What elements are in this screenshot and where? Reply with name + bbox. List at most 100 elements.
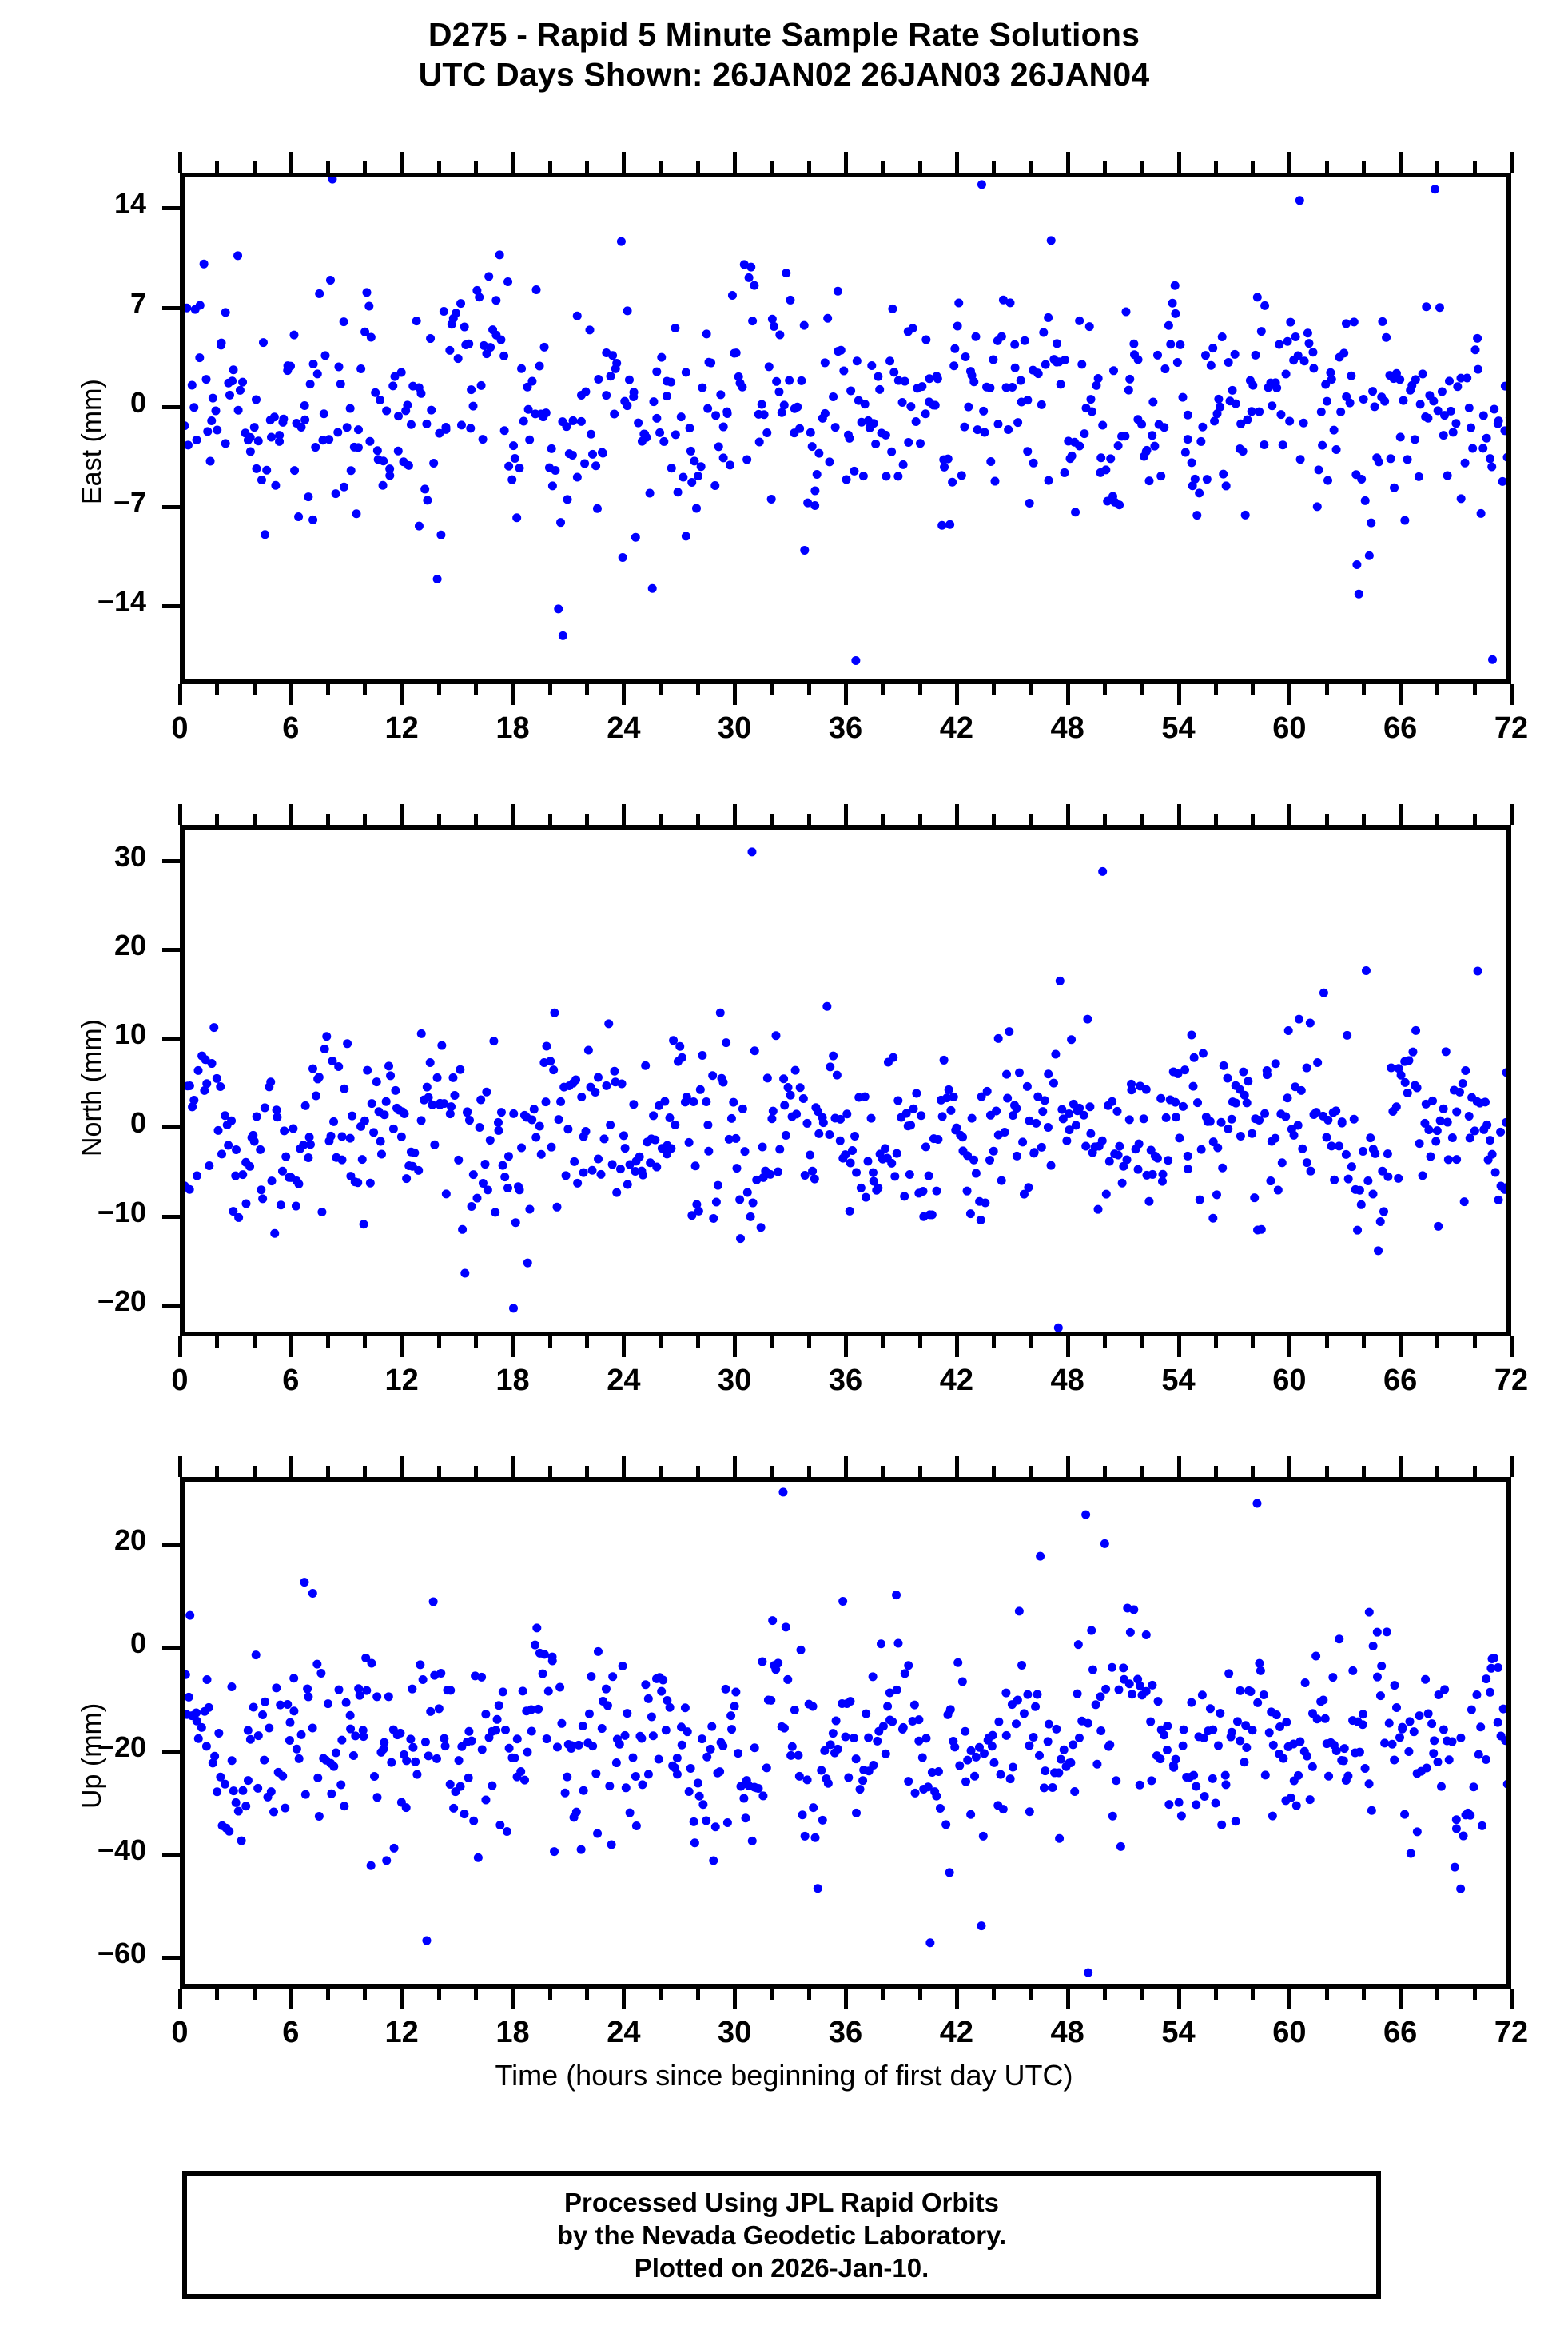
x-major-tick-up: [954, 1989, 959, 2009]
x-major-tick-north: [1176, 1336, 1181, 1357]
x-tick-label-up: 54: [1161, 2016, 1196, 2049]
y-tick-up: [162, 1543, 180, 1547]
x-minor-tick-up: [770, 1989, 774, 2000]
x-minor-tick-east: [992, 684, 997, 695]
x-minor-tick-top-north: [1140, 814, 1144, 825]
x-major-tick-top-east: [1065, 152, 1070, 173]
x-minor-tick-top-up: [363, 1466, 368, 1477]
x-major-tick-east: [1399, 684, 1403, 705]
title-line-2: UTC Days Shown: 26JAN02 26JAN03 26JAN04: [418, 56, 1150, 93]
x-major-tick-up: [511, 1989, 515, 2009]
x-minor-tick-top-east: [1029, 161, 1033, 173]
x-minor-tick-east: [1361, 684, 1366, 695]
x-minor-tick-north: [659, 1336, 663, 1348]
x-major-tick-top-up: [289, 1456, 293, 1477]
x-minor-tick-north: [215, 1336, 220, 1348]
x-minor-tick-top-north: [1213, 814, 1218, 825]
x-major-tick-top-up: [733, 1456, 738, 1477]
x-major-tick-top-east: [1399, 152, 1403, 173]
x-minor-tick-east: [1324, 684, 1329, 695]
x-minor-tick-top-up: [1029, 1466, 1033, 1477]
x-minor-tick-east: [659, 684, 663, 695]
x-minor-tick-top-up: [585, 1466, 590, 1477]
title-line-1: D275 - Rapid 5 Minute Sample Rate Soluti…: [428, 16, 1140, 53]
x-minor-tick-east: [252, 684, 257, 695]
x-tick-label-east: 72: [1494, 711, 1529, 745]
x-major-tick-east: [733, 684, 738, 705]
x-minor-tick-top-up: [326, 1466, 331, 1477]
x-minor-tick-top-up: [1435, 1466, 1440, 1477]
x-minor-tick-top-up: [806, 1466, 811, 1477]
x-major-tick-up: [844, 1989, 848, 2009]
x-minor-tick-top-up: [1213, 1466, 1218, 1477]
x-minor-tick-top-up: [770, 1466, 774, 1477]
x-major-tick-top-north: [844, 804, 848, 825]
x-minor-tick-east: [1102, 684, 1107, 695]
x-minor-tick-east: [917, 684, 922, 695]
x-minor-tick-top-north: [992, 814, 997, 825]
x-major-tick-east: [400, 684, 404, 705]
x-minor-tick-north: [1435, 1336, 1440, 1348]
footer-box: Processed Using JPL Rapid Orbits by the …: [182, 2171, 1381, 2299]
x-minor-tick-top-north: [1472, 814, 1477, 825]
x-minor-tick-up: [436, 1989, 441, 2000]
x-tick-label-up: 48: [1050, 2016, 1084, 2049]
x-minor-tick-top-east: [992, 161, 997, 173]
y-tick-east: [162, 604, 180, 609]
x-major-tick-top-north: [511, 804, 515, 825]
x-major-tick-east: [1065, 684, 1070, 705]
x-tick-label-north: 0: [171, 1364, 189, 1397]
x-tick-label-north: 18: [495, 1364, 530, 1397]
x-minor-tick-top-east: [547, 161, 552, 173]
x-minor-tick-east: [1435, 684, 1440, 695]
x-tick-label-north: 12: [384, 1364, 419, 1397]
x-minor-tick-up: [1251, 1989, 1256, 2000]
y-tick-north: [162, 1214, 180, 1219]
x-minor-tick-top-up: [1251, 1466, 1256, 1477]
x-major-tick-top-east: [178, 152, 182, 173]
x-major-tick-top-north: [1510, 804, 1514, 825]
x-tick-label-east: 48: [1050, 711, 1084, 745]
x-minor-tick-north: [1251, 1336, 1256, 1348]
x-minor-tick-top-up: [252, 1466, 257, 1477]
x-minor-tick-up: [252, 1989, 257, 2000]
x-major-tick-top-east: [1287, 152, 1292, 173]
x-minor-tick-top-north: [474, 814, 479, 825]
x-major-tick-north: [178, 1336, 182, 1357]
x-minor-tick-north: [1102, 1336, 1107, 1348]
x-major-tick-top-up: [1176, 1456, 1181, 1477]
x-minor-tick-east: [881, 684, 885, 695]
x-tick-label-up: 42: [939, 2016, 973, 2049]
x-minor-tick-top-north: [881, 814, 885, 825]
x-major-tick-north: [1287, 1336, 1292, 1357]
y-tick-label-up: −20: [97, 1730, 146, 1763]
x-major-tick-north: [400, 1336, 404, 1357]
x-minor-tick-top-east: [1102, 161, 1107, 173]
x-minor-tick-east: [363, 684, 368, 695]
x-minor-tick-north: [474, 1336, 479, 1348]
x-minor-tick-top-north: [806, 814, 811, 825]
x-tick-label-up: 72: [1494, 2016, 1529, 2049]
footer-line-2: by the Nevada Geodetic Laboratory.: [556, 2220, 1007, 2250]
x-tick-label-up: 24: [607, 2016, 641, 2049]
x-minor-tick-top-up: [474, 1466, 479, 1477]
y-tick-north: [162, 1037, 180, 1041]
x-tick-label-east: 24: [607, 711, 641, 745]
x-minor-tick-up: [695, 1989, 700, 2000]
x-major-tick-top-north: [1399, 804, 1403, 825]
x-minor-tick-top-east: [881, 161, 885, 173]
x-major-tick-north: [954, 1336, 959, 1357]
x-tick-label-up: 0: [171, 2016, 189, 2049]
x-minor-tick-east: [695, 684, 700, 695]
x-major-tick-up: [1510, 1989, 1514, 2009]
y-tick-label-north: 30: [113, 839, 146, 873]
x-major-tick-top-north: [954, 804, 959, 825]
y-tick-east: [162, 504, 180, 509]
x-minor-tick-north: [992, 1336, 997, 1348]
x-major-tick-top-east: [1510, 152, 1514, 173]
x-minor-tick-top-east: [1472, 161, 1477, 173]
x-minor-tick-top-north: [1251, 814, 1256, 825]
x-minor-tick-top-north: [215, 814, 220, 825]
scatter-points-north: [185, 847, 1506, 1332]
x-major-tick-top-north: [1287, 804, 1292, 825]
